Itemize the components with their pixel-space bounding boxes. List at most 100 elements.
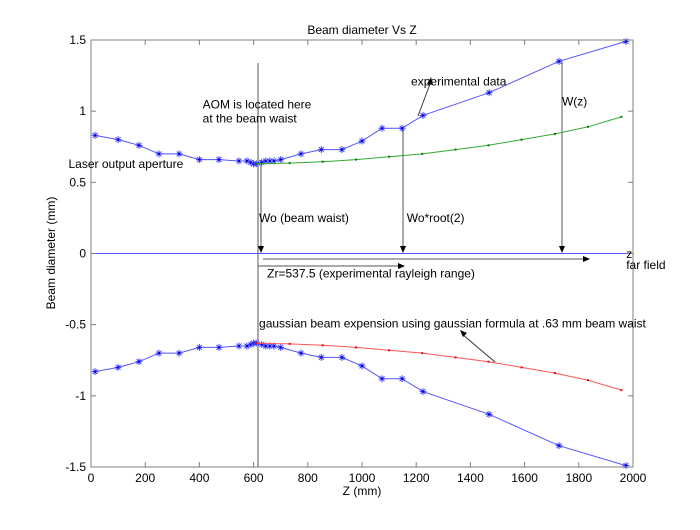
point-marker xyxy=(198,158,201,161)
arrow-head-icon xyxy=(400,246,406,253)
point-marker xyxy=(279,158,282,161)
point-marker xyxy=(279,346,282,349)
point-marker xyxy=(217,346,220,349)
x-tick-label: 1400 xyxy=(457,471,484,485)
x-tick-label: 0 xyxy=(88,471,95,485)
point-marker xyxy=(401,377,404,380)
pointer-line xyxy=(461,333,496,363)
y-axis-label: Beam diameter (mm) xyxy=(44,197,58,310)
plot-area xyxy=(91,37,633,470)
point-marker xyxy=(264,159,267,162)
point-marker xyxy=(178,352,181,355)
arrow-head-icon xyxy=(559,246,565,253)
arrow-head-icon xyxy=(258,246,264,253)
x-tick-label: 1000 xyxy=(349,471,376,485)
point-marker xyxy=(245,345,248,348)
y-tick-label: -1 xyxy=(75,389,86,403)
dot-marker xyxy=(454,356,457,359)
point-marker xyxy=(624,40,627,43)
x-tick-label: 600 xyxy=(244,471,264,485)
x-tick-label: 1800 xyxy=(565,471,592,485)
point-marker xyxy=(361,140,363,143)
pointer-line xyxy=(417,83,431,117)
point-marker xyxy=(272,345,275,348)
point-marker xyxy=(237,345,240,348)
point-marker xyxy=(488,91,491,94)
point-marker xyxy=(421,114,424,117)
dot-marker xyxy=(388,349,391,352)
annotation-text: far field xyxy=(626,258,665,272)
x-tick-label: 200 xyxy=(135,471,155,485)
point-marker xyxy=(137,144,140,147)
dot-marker xyxy=(620,389,623,392)
point-marker xyxy=(361,364,363,367)
point-marker xyxy=(272,159,275,162)
x-tick-label: 800 xyxy=(298,471,318,485)
annotation-text: Laser output aperture xyxy=(69,157,184,171)
point-marker xyxy=(268,345,271,348)
point-marker xyxy=(237,159,240,162)
y-tick-label: 0.5 xyxy=(69,175,86,189)
arrow-head-icon xyxy=(583,256,590,262)
point-marker xyxy=(558,444,561,447)
annotation-text: Wo*root(2) xyxy=(407,211,465,225)
x-tick-label: 400 xyxy=(189,471,209,485)
dot-marker xyxy=(553,132,556,135)
point-marker xyxy=(268,159,271,162)
annotation-text: gaussian beam expension using gaussian f… xyxy=(259,317,647,331)
point-marker xyxy=(488,413,491,416)
dot-marker xyxy=(288,342,291,345)
series-line-3 xyxy=(256,342,622,391)
dot-marker xyxy=(587,125,590,128)
dot-marker xyxy=(255,162,258,165)
point-marker xyxy=(158,352,161,355)
point-marker xyxy=(320,356,323,359)
point-marker xyxy=(260,161,263,164)
dot-marker xyxy=(520,366,523,369)
axes: 0 200 400 600 800 1000 1200 1400 1600 1800 2000 -1.… xyxy=(65,33,646,485)
x-tick-label: 1600 xyxy=(511,471,538,485)
x-tick-label: 2000 xyxy=(620,471,647,485)
point-marker xyxy=(558,60,561,63)
x-tick-label: 1200 xyxy=(403,471,430,485)
point-marker xyxy=(178,152,181,155)
point-marker xyxy=(340,148,343,151)
dot-marker xyxy=(421,152,424,155)
point-marker xyxy=(340,356,343,359)
arrow-head-icon xyxy=(427,77,433,85)
y-tick-label: -1.5 xyxy=(65,460,86,474)
dot-marker xyxy=(255,342,258,345)
point-marker xyxy=(117,366,120,369)
dot-marker xyxy=(355,158,358,161)
point-marker xyxy=(300,352,303,355)
y-tick-label: 1.5 xyxy=(69,33,86,47)
point-marker xyxy=(117,138,120,141)
x-axis-label: Z (mm) xyxy=(343,484,382,498)
point-marker xyxy=(320,148,323,151)
dot-marker xyxy=(321,344,324,347)
point-marker xyxy=(249,161,252,164)
annotation-text: W(z) xyxy=(562,94,587,108)
series-line-2 xyxy=(256,116,622,165)
point-marker xyxy=(158,152,161,155)
point-marker xyxy=(624,464,627,467)
annotation-text: experimental data xyxy=(411,75,507,89)
point-marker xyxy=(264,345,267,348)
point-marker xyxy=(94,134,97,137)
dot-marker xyxy=(587,379,590,382)
dot-marker xyxy=(421,352,424,355)
y-tick-label: -0.5 xyxy=(65,318,86,332)
chart-title: Beam diameter Vs Z xyxy=(307,23,416,37)
dot-marker xyxy=(487,144,490,147)
point-marker xyxy=(260,343,263,346)
dot-marker xyxy=(355,346,358,349)
dot-marker xyxy=(321,160,324,163)
annotation-text: Wo (beam waist) xyxy=(259,211,349,225)
point-marker xyxy=(137,360,140,363)
point-marker xyxy=(217,158,220,161)
dot-marker xyxy=(487,360,490,363)
point-marker xyxy=(300,152,303,155)
point-marker xyxy=(401,127,404,130)
point-marker xyxy=(198,346,201,349)
